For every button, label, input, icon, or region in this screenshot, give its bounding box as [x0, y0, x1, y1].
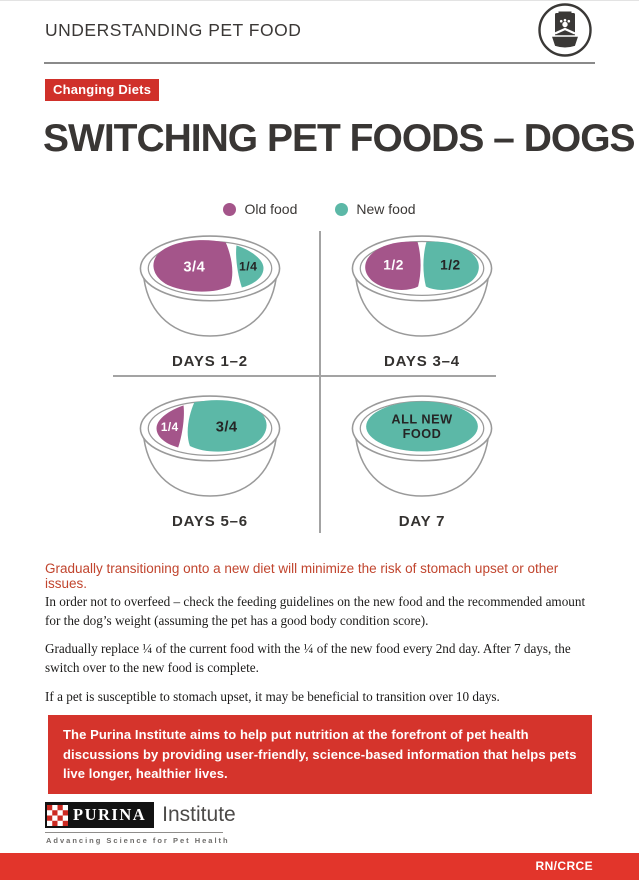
bowl-diagram-days-1-2: 3/4 1/4	[139, 235, 281, 337]
old-food-portion	[156, 405, 184, 448]
bowl-cell-days-3-4: 1/2 1/2 DAYS 3–4	[320, 229, 524, 370]
page-title: SWITCHING PET FOODS – DOGS	[43, 117, 636, 160]
new-food-portion	[236, 245, 264, 288]
new-food-portion	[187, 400, 267, 452]
old-food-portion	[365, 241, 421, 290]
legend: Old food New food	[0, 201, 639, 217]
body-copy: In order not to overfeed – check the fee…	[45, 593, 603, 716]
purina-wordmark-box: PURINA	[45, 802, 155, 828]
paragraph: If a pet is susceptible to stomach upset…	[45, 688, 500, 704]
bowl-diagram-days-5-6: 1/4 3/4	[139, 395, 281, 497]
bowl-caption: DAY 7	[398, 513, 446, 530]
purina-checkerboard-icon	[47, 804, 68, 826]
purina-institute-logo: PURINA Institute	[45, 802, 236, 828]
bowl-cell-days-5-6: 1/4 3/4 DAYS 5–6	[108, 389, 312, 530]
footer-rule	[45, 832, 223, 833]
lead-sentence: Gradually transitioning onto a new diet …	[45, 561, 559, 591]
all-new-food-label-line2: FOOD	[403, 426, 442, 441]
grid-divider-horizontal	[113, 375, 496, 377]
new-food-portion	[423, 241, 479, 290]
old-food-fraction-label: 1/2	[383, 257, 404, 272]
legend-item-old-food: Old food	[223, 201, 297, 217]
bowl-caption: DAYS 1–2	[172, 353, 248, 370]
bowl-diagram-day-7: ALL NEW FOOD	[351, 395, 493, 497]
doc-code: RN/CRCE	[535, 859, 593, 873]
new-food-dot-icon	[335, 202, 349, 216]
bowl-caption: DAYS 5–6	[172, 513, 248, 530]
grid-divider-vertical	[319, 231, 321, 533]
legend-label: New food	[356, 201, 416, 217]
bowl-caption: DAYS 3–4	[384, 353, 460, 370]
mission-callout: The Purina Institute aims to help put nu…	[48, 715, 592, 794]
brand-suffix: Institute	[162, 803, 236, 826]
old-food-dot-icon	[223, 202, 237, 216]
legend-item-new-food: New food	[335, 201, 416, 217]
header-title: UNDERSTANDING PET FOOD	[45, 20, 302, 40]
bowl-cell-day-7: ALL NEW FOOD DAY 7	[320, 389, 524, 530]
bottom-bar: RN/CRCE	[0, 853, 639, 880]
footer-tagline: Advancing Science for Pet Health	[46, 836, 230, 845]
old-food-portion	[153, 240, 233, 292]
brand-name: PURINA	[73, 805, 147, 824]
paragraph: Gradually replace ¼ of the current food …	[45, 641, 571, 676]
bowl-cell-days-1-2: 3/4 1/4 DAYS 1–2	[108, 229, 312, 370]
legend-label: Old food	[244, 201, 298, 217]
new-food-fraction-label: 3/4	[216, 419, 238, 435]
paragraph: In order not to overfeed – check the fee…	[45, 594, 586, 628]
all-new-food-label-line1: ALL NEW	[391, 412, 452, 427]
new-food-fraction-label: 1/2	[440, 257, 461, 272]
header-rule	[44, 62, 595, 64]
old-food-fraction-label: 1/4	[161, 421, 179, 434]
pet-food-bag-and-bowl-icon	[536, 2, 594, 65]
old-food-fraction-label: 3/4	[183, 259, 205, 275]
bowl-diagram-days-3-4: 1/2 1/2	[351, 235, 493, 337]
new-food-portion	[366, 401, 478, 452]
new-food-fraction-label: 1/4	[239, 259, 257, 273]
section-badge: Changing Diets	[45, 79, 160, 101]
